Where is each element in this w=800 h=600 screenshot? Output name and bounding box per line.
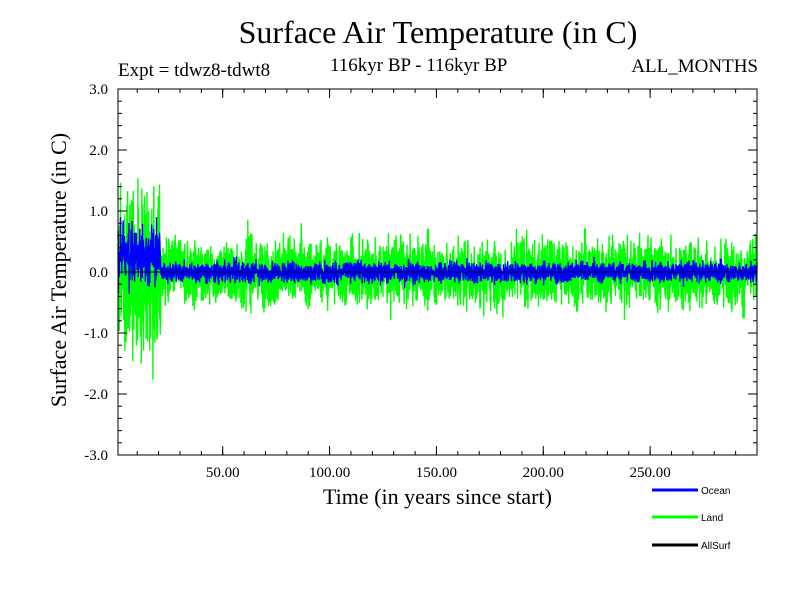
series-layer	[117, 178, 758, 380]
x-tick-label: 250.00	[630, 465, 671, 481]
legend-label-allsurf: AllSurf	[701, 541, 731, 552]
x-tick-label: 200.00	[523, 465, 564, 481]
legend-label-ocean: Ocean	[701, 486, 730, 497]
period-label: 116kyr BP - 116kyr BP	[330, 55, 508, 76]
x-tick-label: 150.00	[416, 465, 457, 481]
x-tick-label: 50.00	[206, 465, 240, 481]
chart-title: Surface Air Temperature (in C)	[238, 14, 638, 50]
axis-layer: -3.0 -2.0 -1.0 0.0 1.0 2.0 3.0 50.00 100.00 150.0…	[84, 82, 757, 481]
y-tick-label: 2.0	[89, 143, 108, 159]
y-tick-label: 3.0	[89, 82, 108, 98]
legend-label-land: Land	[701, 513, 723, 524]
x-axis-label: Time (in years since start)	[323, 484, 552, 509]
y-tick-label: -2.0	[84, 387, 108, 403]
x-tick-label: 100.00	[309, 465, 350, 481]
months-label: ALL_MONTHS	[631, 56, 758, 77]
legend: Ocean Land AllSurf	[652, 486, 731, 552]
experiment-label: Expt = tdwz8-tdwt8	[118, 60, 271, 81]
y-tick-label: -3.0	[84, 448, 108, 464]
y-tick-label: 0.0	[89, 265, 108, 281]
y-tick-label: 1.0	[89, 204, 108, 220]
y-tick-label: -1.0	[84, 326, 108, 342]
